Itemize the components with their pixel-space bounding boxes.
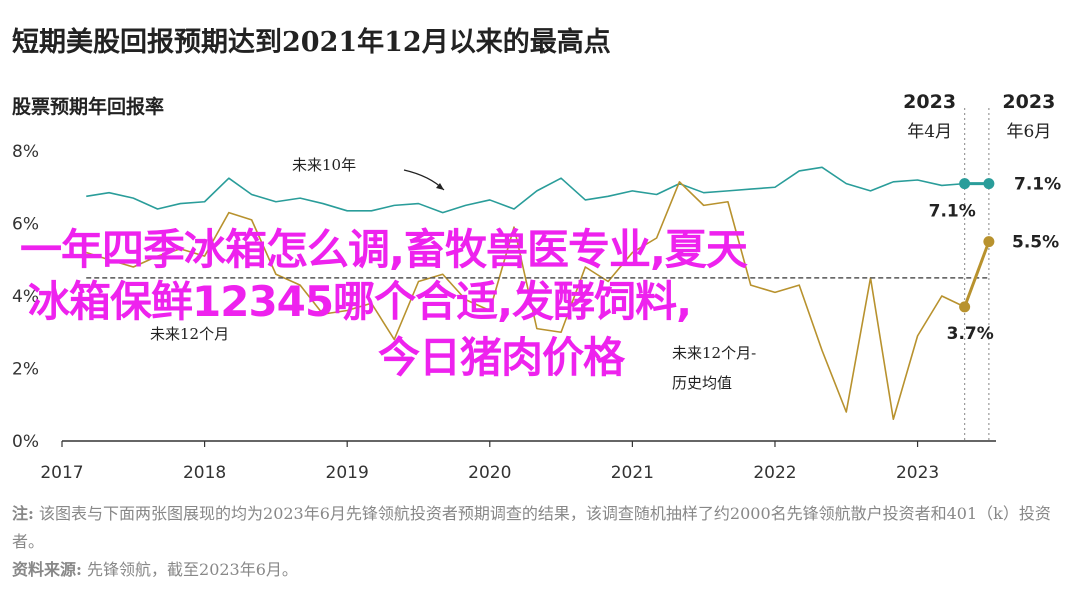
series-line-1 bbox=[85, 181, 990, 421]
overlay-text-line-3: 今日猪肉价格 bbox=[378, 333, 625, 382]
twelve-month-segment bbox=[963, 241, 991, 308]
overlay-text-line-1: 一年四季冰箱怎么调,畜牧兽医专业,夏天 bbox=[20, 225, 748, 274]
x-tick-label: 2017 bbox=[40, 463, 83, 483]
april-point-ten_year bbox=[959, 178, 971, 190]
june-ten-year-label: 7.1% bbox=[1014, 175, 1061, 195]
annotation-twelve-month: 未来12个月 bbox=[150, 325, 229, 343]
june-point-ten_year bbox=[983, 178, 995, 190]
april-twelve-month-label: 3.7% bbox=[947, 324, 994, 344]
x-tick-label: 2019 bbox=[326, 463, 369, 483]
chart-subtitle: 股票预期年回报率 bbox=[12, 96, 165, 118]
x-tick-label: 2022 bbox=[753, 463, 796, 483]
chart-footer: 注: 该图表与下面两张图展现的均为2023年6月先锋领航投资者预期调查的结果，该… bbox=[12, 500, 1072, 584]
chart-series bbox=[85, 166, 990, 421]
x-tick-label: 2020 bbox=[468, 463, 511, 483]
note-text: 该图表与下面两张图展现的均为2023年6月先锋领航投资者预期调查的结果，该调查随… bbox=[12, 504, 1051, 551]
series-line-0 bbox=[86, 166, 989, 214]
chart-axes: 0% 2% 4% 6% 8% 2017 2018 2019 2020 2021 2022 2023 bbox=[12, 142, 996, 483]
y-tick-label: 6% bbox=[12, 215, 39, 235]
annotation-ten-year: 未来10年 bbox=[292, 156, 356, 174]
april-ten-year-label: 7.1% bbox=[929, 202, 976, 222]
annotation-arrowhead bbox=[436, 183, 444, 190]
y-tick-label: 2% bbox=[12, 360, 39, 380]
y-tick-label: 8% bbox=[12, 142, 39, 162]
line-chart: 0% 2% 4% 6% 8% 2017 2018 2019 2020 2021 2022 2023 未… bbox=[12, 91, 1061, 483]
chart-title: 短期美股回报预期达到2021年12月以来的最高点 bbox=[12, 27, 611, 58]
y-tick-label: 4% bbox=[12, 287, 39, 307]
x-tick-label: 2023 bbox=[896, 463, 939, 483]
note-label: 注: bbox=[12, 504, 34, 523]
y-tick-label: 0% bbox=[12, 432, 39, 452]
x-tick-label: 2018 bbox=[183, 463, 226, 483]
overlay-text-line-2: 冰箱保鲜12345哪个合适,发酵饲料, bbox=[28, 277, 692, 326]
highlight-year-0: 2023 bbox=[903, 91, 956, 113]
annotation-hist-avg-2: 历史均值 bbox=[672, 374, 732, 392]
highlight-month-1: 年6月 bbox=[1006, 122, 1051, 142]
source-text: 先锋领航，截至2023年6月。 bbox=[81, 560, 298, 579]
june-twelve-month-label: 5.5% bbox=[1012, 233, 1059, 253]
june-point-twelve_month bbox=[983, 236, 995, 248]
source-label: 资料来源: bbox=[12, 560, 82, 579]
april-point-twelve_month bbox=[959, 301, 971, 313]
footer-note: 注: 该图表与下面两张图展现的均为2023年6月先锋领航投资者预期调查的结果，该… bbox=[12, 500, 1072, 556]
highlight-year-1: 2023 bbox=[1002, 91, 1055, 113]
highlight-month-0: 年4月 bbox=[907, 122, 952, 142]
footer-source: 资料来源: 先锋领航，截至2023年6月。 bbox=[12, 556, 1072, 584]
x-tick-label: 2021 bbox=[611, 463, 654, 483]
annotation-hist-avg-1: 未来12个月- bbox=[672, 344, 756, 362]
